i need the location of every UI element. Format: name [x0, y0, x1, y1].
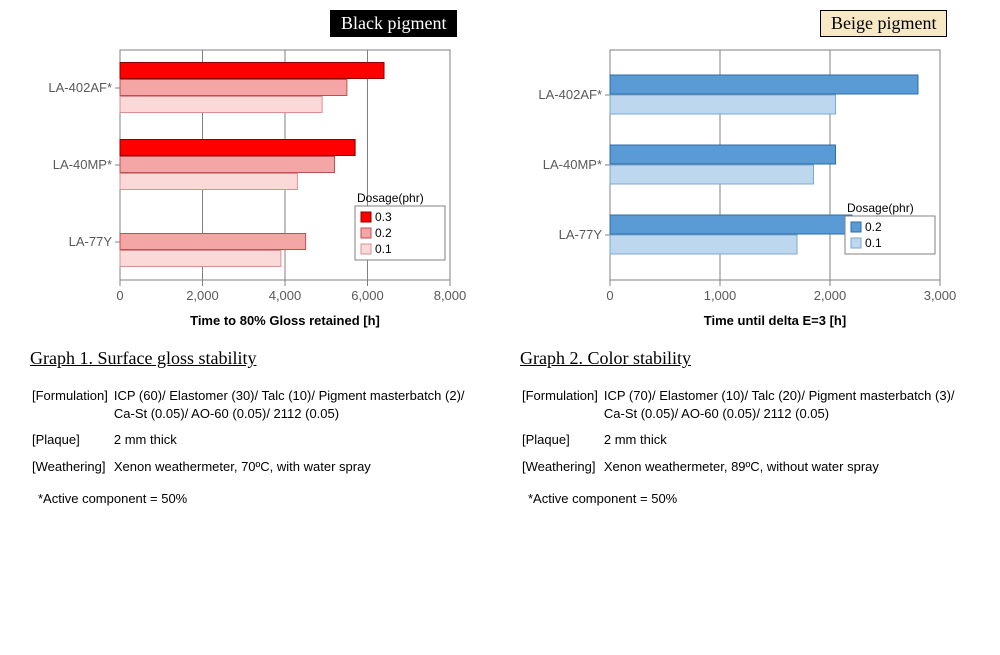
svg-text:0: 0 — [606, 288, 613, 303]
svg-text:Time until delta E=3 [h]: Time until delta E=3 [h] — [704, 313, 846, 328]
notes-left-table: [Formulation]ICP (60)/ Elastomer (30)/ T… — [30, 385, 480, 484]
svg-text:LA-402AF*: LA-402AF* — [48, 80, 112, 95]
svg-text:Dosage(phr): Dosage(phr) — [357, 191, 424, 205]
svg-text:0.3: 0.3 — [375, 210, 392, 224]
svg-text:4,000: 4,000 — [269, 288, 302, 303]
charts-row: 0 2,000 4,000 6,000 8,000 Time to 80% Gloss r… — [30, 40, 970, 508]
note-key: [Plaque] — [32, 431, 112, 455]
footnote-right: *Active component = 50% — [528, 490, 970, 508]
note-key: [Formulation] — [32, 387, 112, 429]
svg-text:0.1: 0.1 — [865, 236, 882, 250]
notes-left: [Formulation]ICP (60)/ Elastomer (30)/ T… — [30, 385, 480, 508]
svg-text:2,000: 2,000 — [186, 288, 219, 303]
svg-text:0.2: 0.2 — [375, 226, 392, 240]
svg-text:LA-40MP*: LA-40MP* — [53, 157, 112, 172]
graph-1-title: Graph 1. Surface gloss stability — [30, 348, 480, 369]
svg-text:LA-77Y: LA-77Y — [559, 227, 603, 242]
note-value: 2 mm thick — [114, 431, 478, 455]
svg-text:0.2: 0.2 — [865, 220, 882, 234]
notes-right-table: [Formulation]ICP (70)/ Elastomer (10)/ T… — [520, 385, 970, 484]
svg-text:LA-402AF*: LA-402AF* — [538, 87, 602, 102]
note-key: [Formulation] — [522, 387, 602, 429]
chart-left-wrap: 0 2,000 4,000 6,000 8,000 Time to 80% Gloss r… — [30, 40, 480, 340]
chart-right-wrap: 0 1,000 2,000 3,000 Time until delta E=3 [h]… — [520, 40, 970, 340]
pigment-tags: Black pigment Beige pigment — [30, 10, 970, 40]
note-key: [Plaque] — [522, 431, 602, 455]
note-value: ICP (60)/ Elastomer (30)/ Talc (10)/ Pig… — [114, 387, 478, 429]
note-key: [Weathering] — [522, 458, 602, 482]
notes-right: [Formulation]ICP (70)/ Elastomer (10)/ T… — [520, 385, 970, 508]
note-value: ICP (70)/ Elastomer (10)/ Talc (20)/ Pig… — [604, 387, 968, 429]
left-column: 0 2,000 4,000 6,000 8,000 Time to 80% Gloss r… — [30, 40, 480, 508]
svg-text:1,000: 1,000 — [704, 288, 737, 303]
svg-text:0: 0 — [116, 288, 123, 303]
note-value: Xenon weathermeter, 89ºC, without water … — [604, 458, 968, 482]
svg-text:LA-77Y: LA-77Y — [69, 234, 113, 249]
graph-2-title: Graph 2. Color stability — [520, 348, 970, 369]
svg-text:0.1: 0.1 — [375, 242, 392, 256]
color-stability-chart: 0 1,000 2,000 3,000 Time until delta E=3 [h]… — [520, 40, 960, 335]
svg-text:6,000: 6,000 — [351, 288, 384, 303]
black-pigment-tag: Black pigment — [330, 10, 457, 37]
svg-text:Dosage(phr): Dosage(phr) — [847, 201, 914, 215]
svg-text:3,000: 3,000 — [924, 288, 957, 303]
note-value: Xenon weathermeter, 70ºC, with water spr… — [114, 458, 478, 482]
svg-text:LA-40MP*: LA-40MP* — [543, 157, 602, 172]
right-column: 0 1,000 2,000 3,000 Time until delta E=3 [h]… — [520, 40, 970, 508]
beige-pigment-tag: Beige pigment — [820, 10, 947, 37]
svg-text:Time to 80% Gloss retained [h]: Time to 80% Gloss retained [h] — [190, 313, 380, 328]
note-value: 2 mm thick — [604, 431, 968, 455]
note-key: [Weathering] — [32, 458, 112, 482]
footnote-left: *Active component = 50% — [38, 490, 480, 508]
surface-gloss-chart: 0 2,000 4,000 6,000 8,000 Time to 80% Gloss r… — [30, 40, 470, 335]
svg-text:2,000: 2,000 — [814, 288, 847, 303]
svg-text:8,000: 8,000 — [434, 288, 467, 303]
